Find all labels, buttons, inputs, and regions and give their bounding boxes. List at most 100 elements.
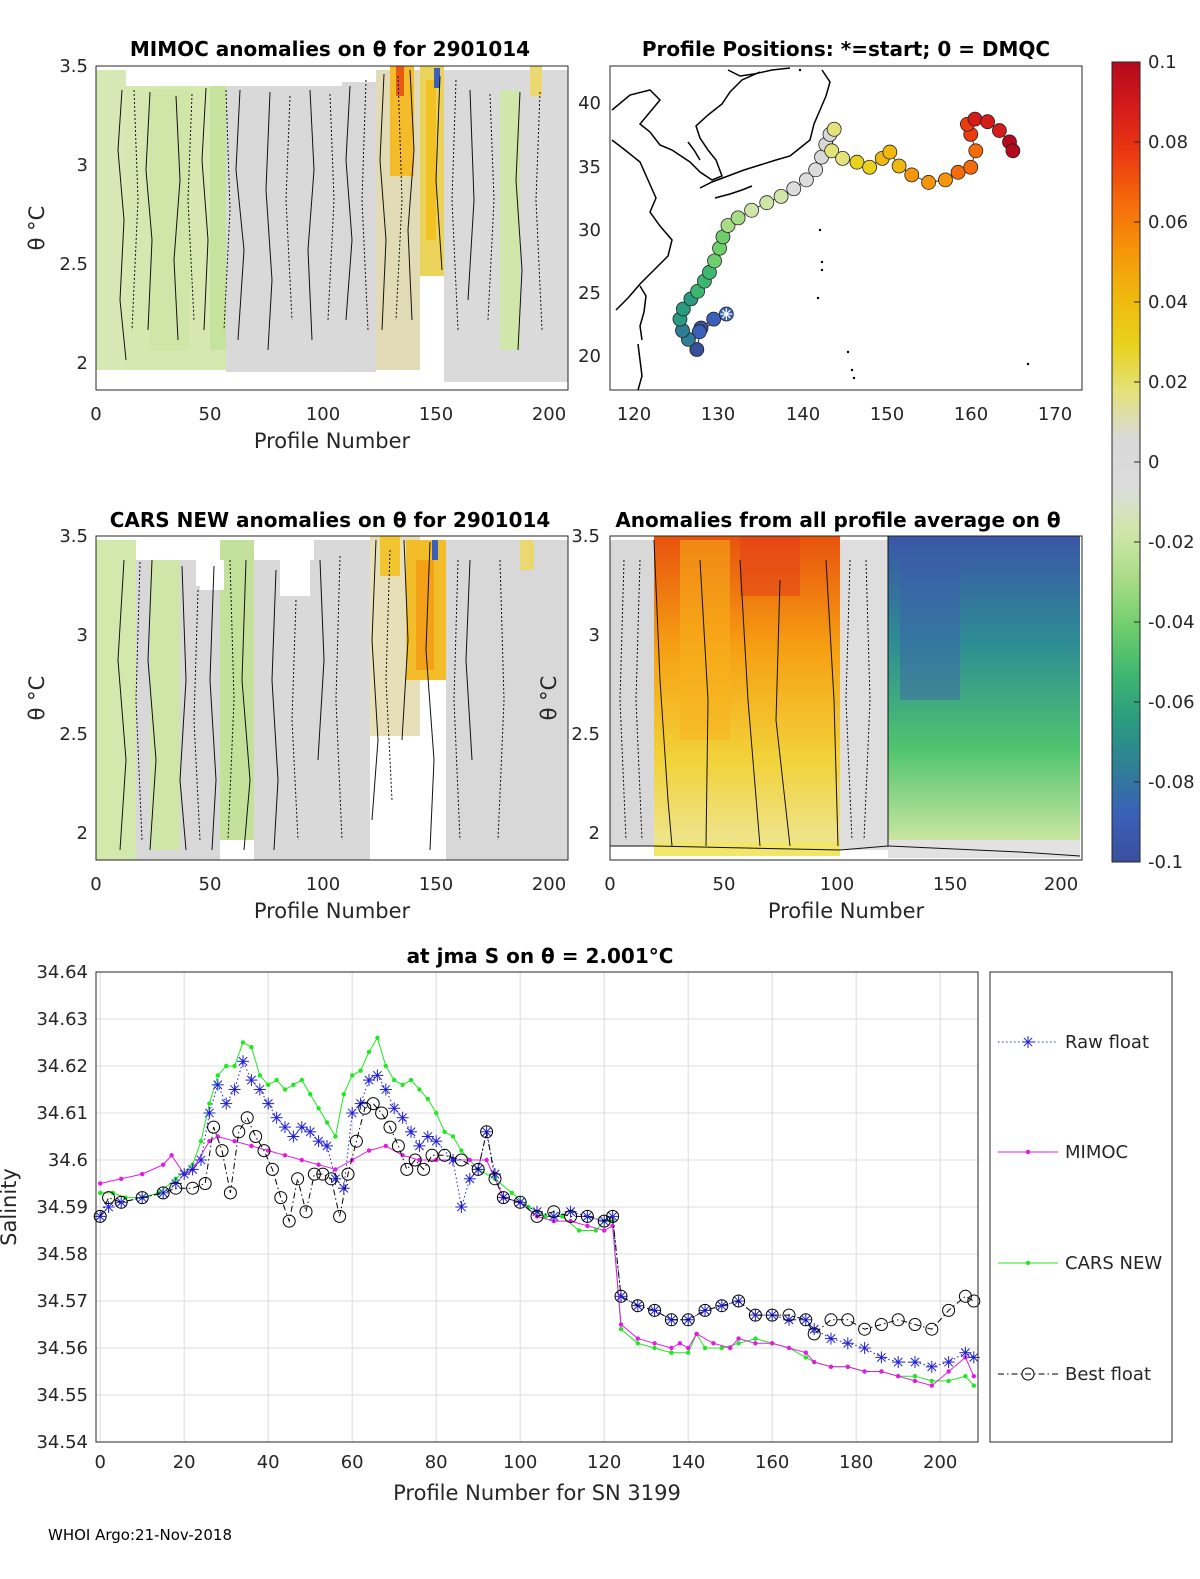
data-point: [803, 1355, 808, 1360]
data-point: [450, 1134, 456, 1139]
cars-ytick: 3: [77, 625, 88, 646]
data-point: [366, 1148, 372, 1153]
data-point: [963, 1374, 968, 1379]
data-point: [224, 1063, 229, 1069]
data-point: [140, 1171, 145, 1177]
y-tick-label: 34.61: [36, 1103, 88, 1124]
data-point: [736, 1341, 741, 1346]
data-point: [753, 1336, 758, 1341]
map-ytick: 20: [578, 346, 601, 367]
legend-label: MIMOC: [1065, 1142, 1128, 1163]
data-point: [408, 1153, 422, 1167]
data-point: [307, 1167, 321, 1181]
data-point: [946, 1378, 951, 1384]
data-point-stroke: [238, 1056, 248, 1066]
data-point: [379, 1083, 392, 1096]
avg-title: Anomalies from all profile average on θ: [615, 508, 1060, 532]
data-point-stroke: [860, 1343, 870, 1353]
data-point: [942, 1356, 955, 1369]
series-mimoc: [98, 1134, 976, 1388]
avg-ytick: 2.5: [571, 724, 600, 745]
data-point: [257, 1073, 262, 1078]
data-point: [807, 1327, 821, 1341]
data-point: [971, 1374, 976, 1379]
salinity-ticks: 0 20 40 60 80 100 120 140 160 180 200 34.64 34.63 34.…: [36, 962, 957, 1473]
data-point-stroke: [272, 1113, 282, 1123]
data-point: [841, 1313, 855, 1327]
data-point: [925, 1322, 939, 1336]
data-point-stroke: [339, 1183, 349, 1193]
track-point: [675, 301, 691, 317]
data-point: [350, 1073, 355, 1078]
data-point: [560, 1214, 565, 1219]
data-point: [186, 1163, 199, 1176]
colorbar: 0.1 0.08 0.06 0.04 0.02 0 -0.02 -0.04 -0.06 -0.08…: [1111, 52, 1195, 873]
data-point: [581, 1210, 594, 1223]
data-point-stroke: [843, 1338, 853, 1348]
data-point: [383, 1143, 388, 1149]
series-line: [100, 1135, 975, 1387]
cars-ytick: 2: [77, 823, 88, 844]
data-point-stroke: [969, 1352, 979, 1362]
data-point: [341, 1092, 346, 1097]
data-point-stroke: [910, 1357, 920, 1367]
data-point: [262, 1097, 275, 1110]
legend: Raw float MIMOC CARS NEW Best float: [989, 971, 1173, 1443]
map-xtick: 170: [1038, 404, 1072, 425]
data-point: [324, 1120, 330, 1125]
data-point: [614, 1289, 628, 1303]
data-point: [417, 1157, 422, 1163]
track-point: [950, 164, 966, 180]
track-point: [720, 218, 736, 233]
data-point: [576, 1228, 582, 1233]
data-point: [115, 1196, 128, 1209]
data-point-stroke: [549, 1211, 559, 1221]
colorbar-tick-label: -0.08: [1148, 772, 1195, 793]
data-point: [161, 1162, 166, 1167]
x-tick-label: 120: [587, 1452, 621, 1473]
legend-swatch-marker: [1021, 1367, 1035, 1381]
track-point: [759, 195, 775, 211]
data-point: [383, 1120, 397, 1134]
data-point: [333, 1167, 338, 1172]
data-point-stroke: [179, 1169, 189, 1179]
data-point: [967, 1294, 981, 1308]
data-point: [341, 1167, 355, 1181]
data-point: [135, 1191, 149, 1205]
data-point: [438, 1148, 452, 1162]
track-point: [706, 311, 722, 327]
data-point: [333, 1209, 347, 1223]
data-point-stroke: [960, 1348, 970, 1358]
colorbar-tick-label: -0.06: [1148, 692, 1195, 713]
data-point: [274, 1191, 288, 1205]
data-point: [295, 1121, 308, 1134]
data-point: [198, 1177, 212, 1190]
data-point: [215, 1073, 220, 1078]
cars-ytick: 2.5: [59, 724, 88, 745]
data-point: [728, 1345, 733, 1351]
data-point: [274, 1077, 279, 1083]
data-point: [631, 1299, 645, 1313]
data-point: [484, 1157, 489, 1163]
cars-ylabel: θ °C: [25, 676, 49, 721]
data-point: [266, 1082, 271, 1088]
avg-panel: Anomalies from all profile average on θ …: [537, 508, 1083, 923]
data-point: [770, 1341, 775, 1346]
data-point: [240, 1040, 246, 1045]
data-point: [455, 1201, 468, 1213]
mimoc-xtick: 50: [199, 404, 222, 425]
data-point: [736, 1336, 741, 1341]
data-point: [220, 1097, 233, 1110]
data-point: [215, 1144, 229, 1158]
data-point: [929, 1378, 934, 1384]
colorbar-tick-label: -0.1: [1148, 852, 1183, 873]
data-point-stroke: [465, 1174, 475, 1184]
avg-xtick: 100: [820, 874, 854, 895]
data-point: [98, 1190, 103, 1196]
data-point: [299, 1077, 304, 1083]
data-point: [321, 1139, 333, 1152]
salinity-xlabel: Profile Number for SN 3199: [393, 1481, 681, 1505]
track-point: [968, 143, 984, 159]
data-point: [388, 1102, 401, 1115]
avg-xtick: 200: [1044, 874, 1078, 895]
